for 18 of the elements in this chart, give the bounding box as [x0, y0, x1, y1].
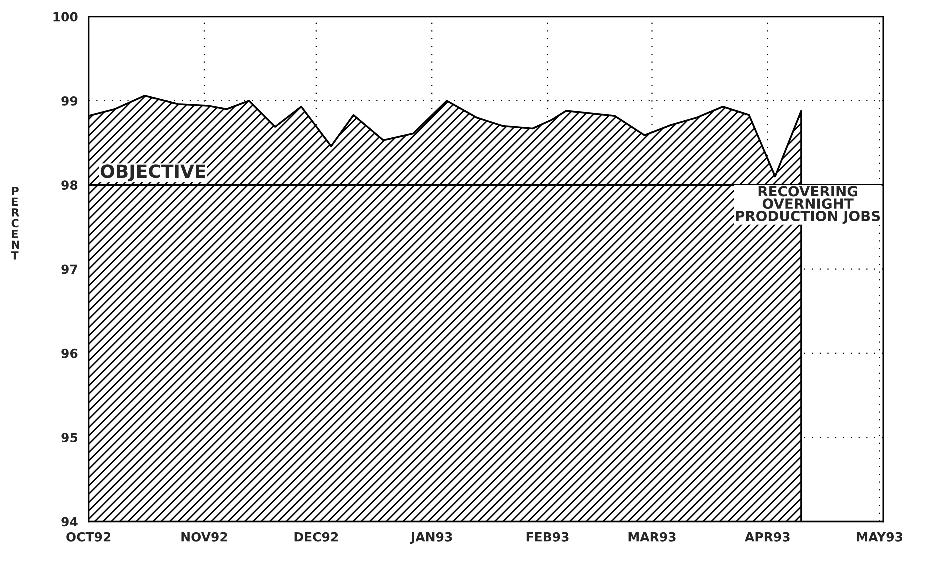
y-axis-title: PERCENT	[11, 187, 20, 260]
x-tick-label: FEB93	[526, 532, 569, 542]
x-tick-label: OCT92	[66, 532, 111, 542]
y-tick-label: 100	[54, 12, 78, 22]
x-tick-label: JAN93	[410, 532, 452, 544]
y-tick-label: 94	[62, 517, 78, 527]
x-tick-label: NOV92	[182, 532, 228, 542]
y-tick-label: 99	[62, 96, 78, 106]
x-tick-label: MAY93	[857, 532, 903, 542]
x-tick-label: DEC92	[294, 532, 338, 542]
y-tick-label: 97	[62, 264, 78, 274]
y-tick-label: 98	[62, 180, 78, 190]
x-tick-label: APR93	[745, 532, 790, 542]
ref-line-label: OBJECTIVE	[100, 164, 206, 182]
annotation: RECOVERING OVERNIGHT PRODUCTION JOBS	[736, 186, 880, 224]
y-tick-label: 96	[62, 348, 78, 358]
y-tick-label: 95	[62, 433, 78, 443]
x-tick-label: MAR93	[628, 532, 676, 542]
